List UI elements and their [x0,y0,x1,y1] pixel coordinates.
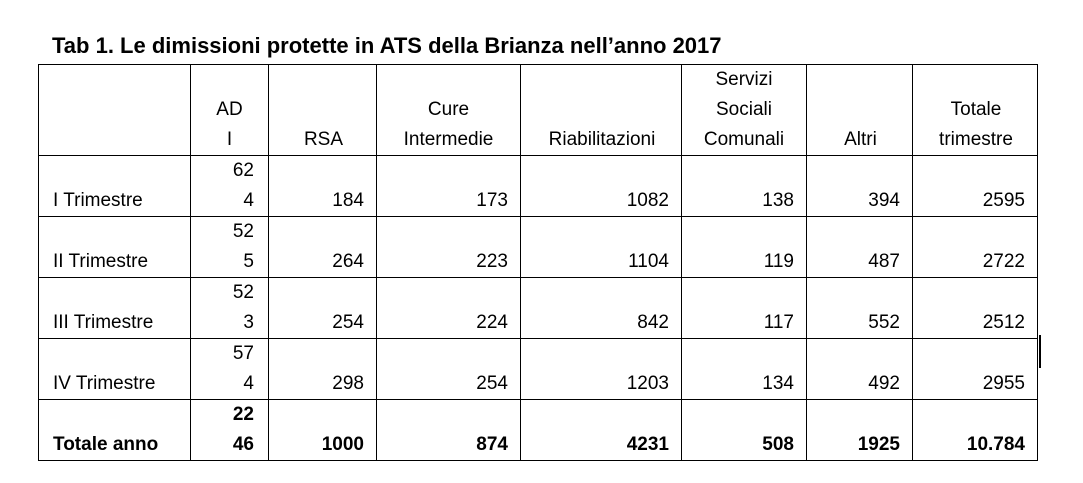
edge-mark [1039,335,1041,368]
header-cell: Totale trimestre [912,64,1038,156]
header-cell: ADI [190,64,269,156]
row-label: Totale anno [38,399,191,461]
table-cell: 842 [520,277,682,339]
table-row: I Trimestre 624 184 173 1082 138 394 2595 [38,155,1038,217]
table-cell: 10.784 [912,399,1038,461]
table-cell: 1000 [268,399,377,461]
table-body: I Trimestre 624 184 173 1082 138 394 2595 II Tri… [38,155,1038,461]
table-cell: 1203 [520,338,682,400]
table-cell: 2512 [912,277,1038,339]
table-cell: 492 [806,338,913,400]
table-cell: 173 [376,155,521,217]
table-cell: 134 [681,338,807,400]
table-title: Tab 1. Le dimissioni protette in ATS del… [52,33,722,58]
table-cell: 394 [806,155,913,217]
table-cell: 224 [376,277,521,339]
table-cell: 223 [376,216,521,278]
table-cell: 525 [190,216,269,278]
table-cell: 487 [806,216,913,278]
table-cell: 119 [681,216,807,278]
table-cell: 138 [681,155,807,217]
row-label: IV Trimestre [38,338,191,400]
table-row: II Trimestre 525 264 223 1104 119 487 2722 [38,216,1038,278]
header-cell: Servizi Sociali Comunali [681,64,807,156]
table-cell: 1104 [520,216,682,278]
table-cell: 298 [268,338,377,400]
table-cell: 184 [268,155,377,217]
table-row: Totale anno 2246 1000 874 4231 508 1925 10.784 [38,399,1038,461]
table-cell: 2722 [912,216,1038,278]
table-cell: 2595 [912,155,1038,217]
table-cell: 4231 [520,399,682,461]
table-cell: 523 [190,277,269,339]
header-cell: Riabilitazioni [520,64,682,156]
table-cell: 574 [190,338,269,400]
table-cell: 117 [681,277,807,339]
table-cell: 264 [268,216,377,278]
table-cell: 1082 [520,155,682,217]
data-table: ADI RSA Cure Intermedie Riabilitazioni Servi… [38,64,1038,461]
header-cell: Altri [806,64,913,156]
table-cell: 624 [190,155,269,217]
table-cell: 254 [268,277,377,339]
table-cell: 552 [806,277,913,339]
row-label: III Trimestre [38,277,191,339]
table-cell: 2955 [912,338,1038,400]
header-row: ADI RSA Cure Intermedie Riabilitazioni Servi… [38,64,1038,156]
header-cell: Cure Intermedie [376,64,521,156]
table-row: III Trimestre 523 254 224 842 117 552 2512 [38,277,1038,339]
header-cell: RSA [268,64,377,156]
table-cell: 254 [376,338,521,400]
table-row: IV Trimestre 574 298 254 1203 134 492 2955 [38,338,1038,400]
table-cell: 508 [681,399,807,461]
header-cell [38,64,191,156]
table-cell: 1925 [806,399,913,461]
table-cell: 874 [376,399,521,461]
row-label: I Trimestre [38,155,191,217]
table-cell: 2246 [190,399,269,461]
row-label: II Trimestre [38,216,191,278]
